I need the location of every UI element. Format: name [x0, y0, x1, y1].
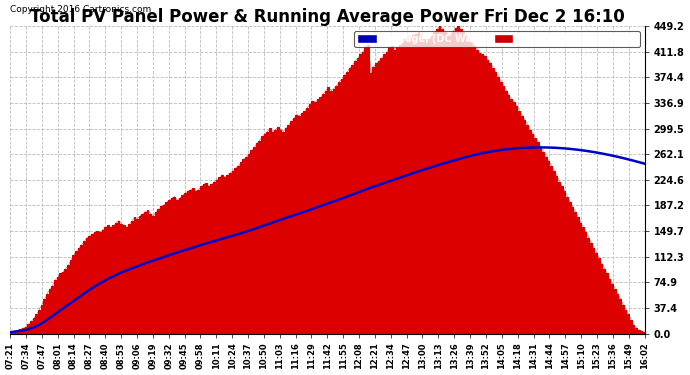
Text: Copyright 2016 Cartronics.com: Copyright 2016 Cartronics.com	[10, 5, 151, 14]
Legend: Average  (DC Watts), PV Panels  (DC Watts): Average (DC Watts), PV Panels (DC Watts)	[355, 31, 640, 47]
Title: Total PV Panel Power & Running Average Power Fri Dec 2 16:10: Total PV Panel Power & Running Average P…	[30, 8, 624, 26]
